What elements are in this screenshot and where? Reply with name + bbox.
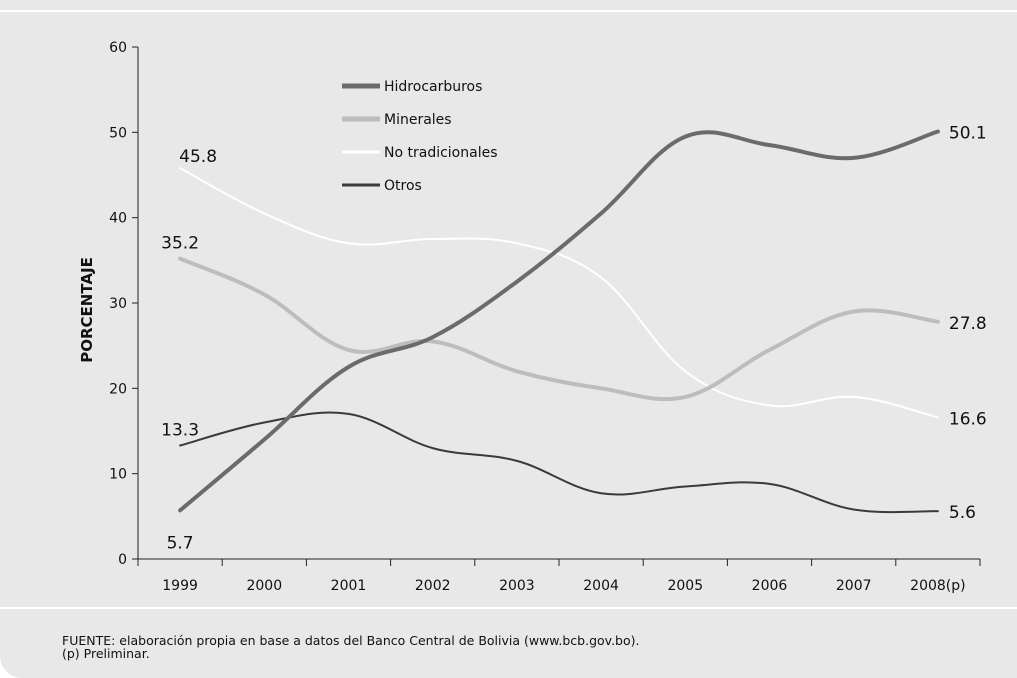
- end-label-hidrocarburos: 50.1: [949, 123, 987, 143]
- start-label-hidrocarburos: 5.7: [167, 533, 194, 553]
- y-tick-label: 20: [109, 381, 127, 397]
- preliminary-note: (p) Preliminar.: [62, 646, 150, 661]
- legend-label-no-tradicionales: No tradicionales: [384, 145, 498, 161]
- y-tick-label: 50: [109, 125, 127, 141]
- y-tick-label: 0: [118, 552, 127, 568]
- y-tick-label: 40: [109, 211, 127, 227]
- legend-label-minerales: Minerales: [384, 112, 452, 128]
- axes: 0 10 20 30 40 50 60 1999 2000 2001 2002 2003 2004 200…: [109, 40, 981, 594]
- start-label-no-tradicionales: 45.8: [179, 147, 217, 167]
- end-label-minerales: 27.8: [949, 314, 987, 334]
- x-tick-label: 2007: [836, 578, 872, 594]
- legend: Hidrocarburos Minerales No tradicionales Ot…: [342, 79, 498, 194]
- x-tick-label: 2004: [583, 578, 619, 594]
- end-label-no-tradicionales: 16.6: [949, 409, 987, 429]
- series-line-minerales: [178, 256, 940, 402]
- series-line-otros: [179, 411, 939, 514]
- legend-label-hidrocarburos: Hidrocarburos: [384, 79, 482, 95]
- footer-divider: [0, 607, 1017, 609]
- y-tick-label: 30: [109, 296, 127, 312]
- x-tick-label: 2006: [752, 578, 788, 594]
- start-label-minerales: 35.2: [161, 234, 199, 254]
- x-tick-label: 2000: [246, 578, 282, 594]
- series-line-hidrocarburos: [178, 129, 940, 513]
- data-labels: 5.7 50.1 35.2 27.8 45.8 16.6 13.3 5.6: [161, 123, 987, 553]
- x-tick-label: 2003: [499, 578, 535, 594]
- y-tick-label: 60: [109, 40, 127, 56]
- series-layer: [178, 129, 940, 514]
- series-line-no-tradicionales: [179, 167, 939, 419]
- y-axis-label: PORCENTAJE: [78, 257, 96, 363]
- x-tick-label: 2008(p): [910, 578, 965, 594]
- end-label-otros: 5.6: [949, 503, 976, 523]
- source-text: FUENTE: elaboración propia en base a dat…: [62, 633, 640, 648]
- start-label-otros: 13.3: [161, 421, 199, 441]
- x-tick-label: 2005: [667, 578, 703, 594]
- x-tick-label: 2001: [331, 578, 367, 594]
- legend-label-otros: Otros: [384, 178, 422, 194]
- y-tick-label: 10: [109, 467, 127, 483]
- x-tick-label: 2002: [415, 578, 451, 594]
- x-tick-label: 1999: [162, 578, 198, 594]
- top-strip: [0, 0, 1017, 12]
- source-note: FUENTE: elaboración propia en base a dat…: [62, 634, 640, 660]
